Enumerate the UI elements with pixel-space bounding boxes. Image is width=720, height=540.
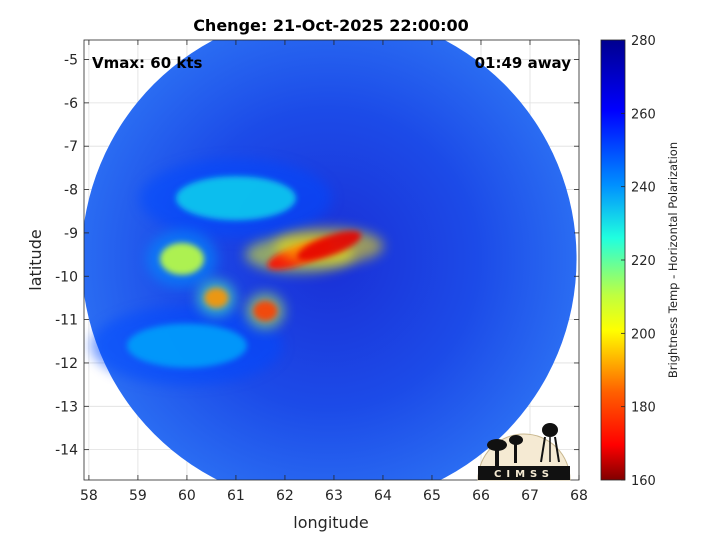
heatmap-cell xyxy=(246,292,285,329)
axes-frame xyxy=(83,39,580,481)
x-tick-label: 62 xyxy=(276,488,294,504)
y-tick-label: -14 xyxy=(55,443,78,459)
heatmap-cell xyxy=(274,227,384,264)
colorbar-tick-label: 180 xyxy=(631,401,656,416)
y-tick-label: -6 xyxy=(64,96,78,112)
y-tick-label: -7 xyxy=(64,139,78,155)
chart-title: Chenge: 21-Oct-2025 22:00:00 xyxy=(193,16,469,35)
x-tick-label: 63 xyxy=(325,488,343,504)
colorbar-tick-label: 160 xyxy=(631,474,656,489)
x-tick-label: 66 xyxy=(472,488,490,504)
colorbar-tick-label: 240 xyxy=(631,181,656,196)
colorbar-tick-label: 260 xyxy=(631,107,656,122)
x-axis-label: longitude xyxy=(293,513,368,532)
y-axis-ticks: -5 -6 -7 -8 -9 -10 -11 -12 -13 -14 xyxy=(55,53,579,459)
y-tick-label: -10 xyxy=(55,269,78,285)
x-tick-label: 59 xyxy=(129,488,147,504)
colorbar-tick-label: 200 xyxy=(631,327,656,342)
x-tick-label: 67 xyxy=(521,488,539,504)
y-tick-label: -12 xyxy=(55,356,78,372)
cimss-logo-text: CIMSS xyxy=(494,469,554,480)
y-tick-label: -8 xyxy=(64,183,78,199)
heatmap-features xyxy=(90,158,384,386)
heatmap-cell xyxy=(90,306,283,386)
x-axis-ticks: 58 59 60 61 62 63 64 65 66 67 68 xyxy=(80,40,588,504)
colorbar-tick-label: 220 xyxy=(631,254,656,269)
y-tick-label: -9 xyxy=(64,226,78,242)
x-tick-label: 64 xyxy=(374,488,392,504)
cimss-logo: CIMSS xyxy=(477,423,571,481)
x-tick-label: 60 xyxy=(178,488,196,504)
colorbar-ticks: 280 260 240 220 200 180 160 xyxy=(621,34,656,489)
colorbar-tick-label: 280 xyxy=(631,34,656,49)
y-tick-label: -13 xyxy=(55,399,78,415)
heatmap-cell xyxy=(139,158,332,238)
colorbar-label: Brightness Temp - Horizontal Polarizatio… xyxy=(666,142,680,378)
heatmap-cell xyxy=(146,230,218,288)
x-tick-label: 61 xyxy=(227,488,245,504)
x-tick-label: 65 xyxy=(423,488,441,504)
vmax-annotation: Vmax: 60 kts xyxy=(92,54,202,72)
x-tick-label: 58 xyxy=(80,488,98,504)
time-away-annotation: 01:49 away xyxy=(475,54,572,72)
y-tick-label: -5 xyxy=(64,53,78,69)
y-axis-label: latitude xyxy=(26,229,45,290)
heatmap-cell xyxy=(197,279,236,316)
x-tick-label: 68 xyxy=(570,488,588,504)
y-tick-label: -11 xyxy=(55,313,78,329)
